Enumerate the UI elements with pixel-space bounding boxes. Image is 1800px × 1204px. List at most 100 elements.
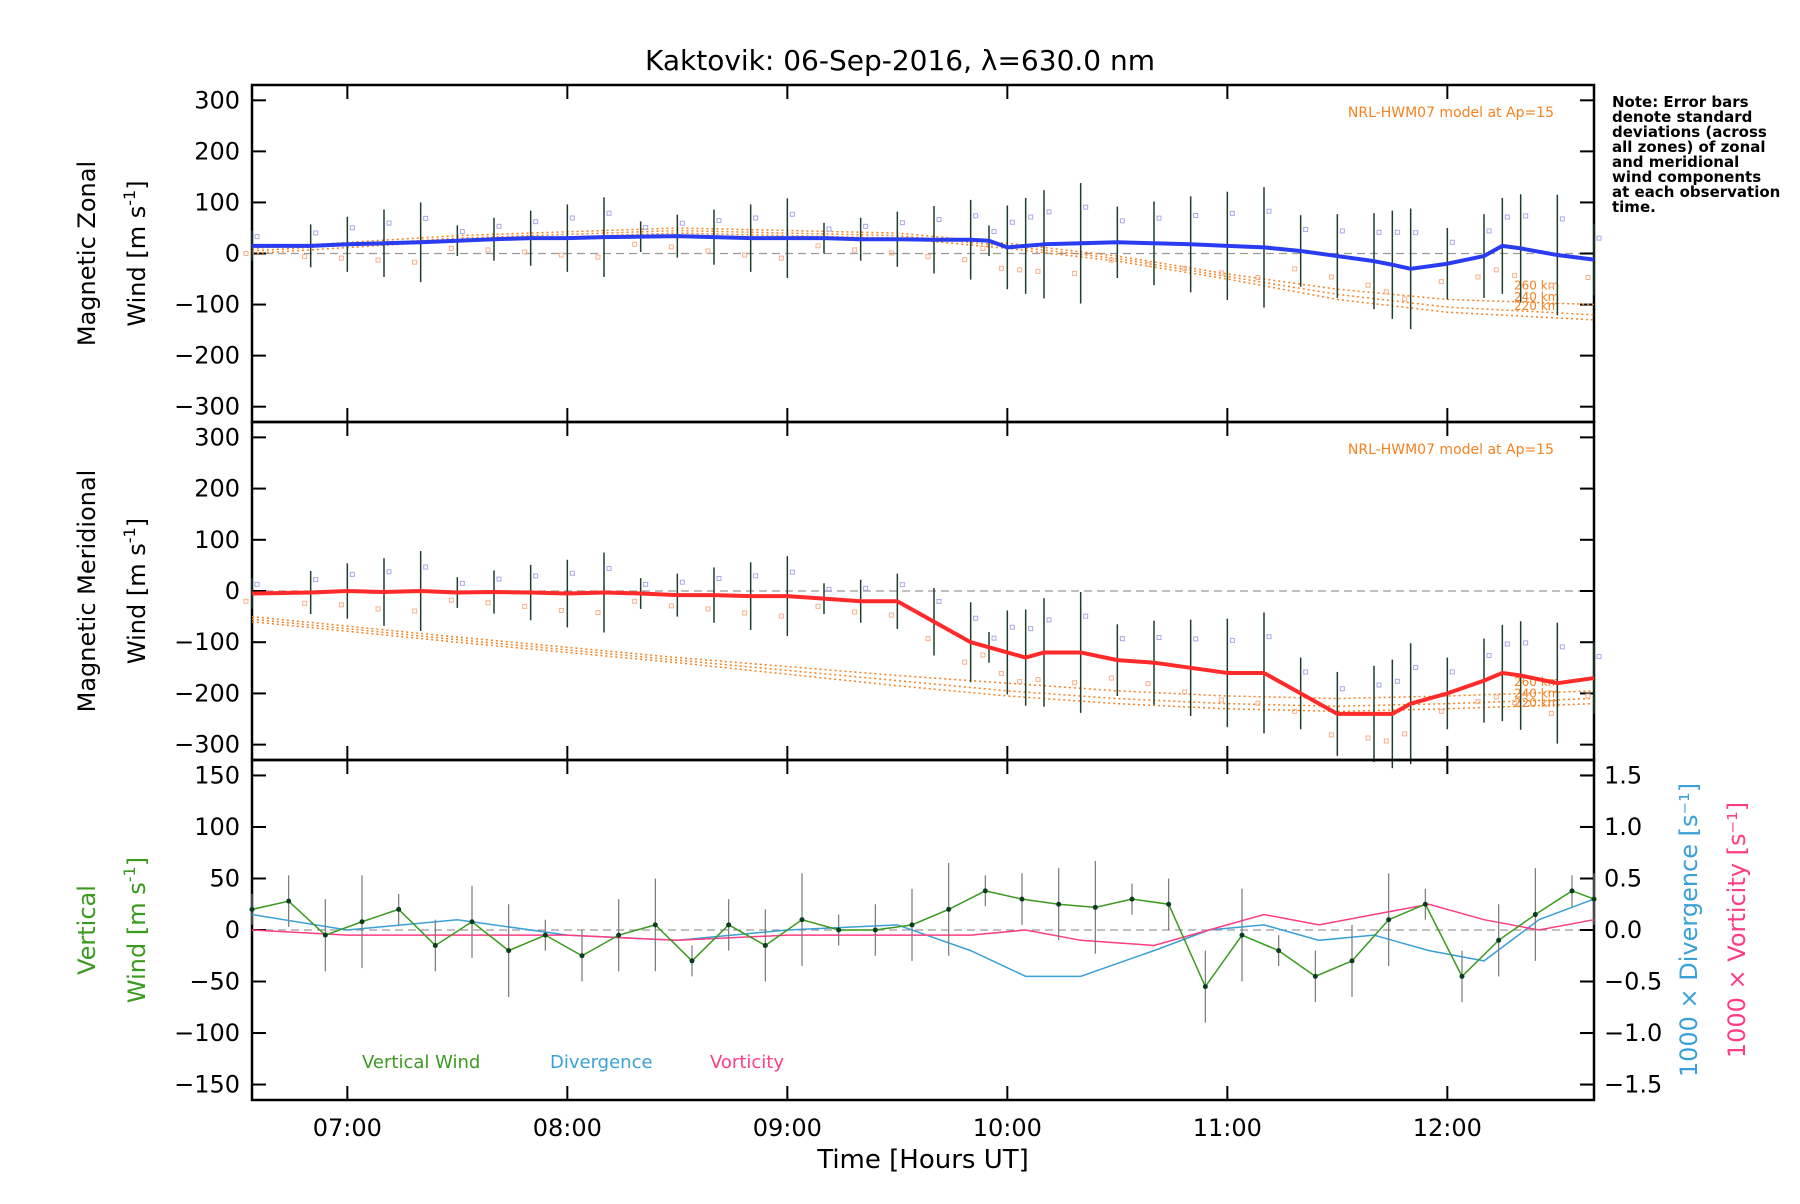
zone-sample <box>1383 289 1389 295</box>
zone-sample <box>1475 274 1481 280</box>
y-axis-label-sup: -1 <box>120 527 139 543</box>
zone-sample <box>1193 213 1199 219</box>
zone-sample <box>1229 637 1235 643</box>
zone-sample <box>1072 680 1078 686</box>
zone-sample <box>863 585 869 591</box>
zone-sample <box>313 577 319 583</box>
zone-sample <box>349 225 355 231</box>
y-tick-label: 100 <box>194 813 240 841</box>
zone-sample <box>1339 686 1345 692</box>
zone-sample <box>888 612 894 618</box>
zone-sample <box>980 652 986 658</box>
y-tick-label: 200 <box>194 137 240 165</box>
zone-sample <box>533 573 539 579</box>
series-line-vorticity <box>251 903 1595 947</box>
zone-sample <box>1339 228 1345 234</box>
y-axis-label-line2: Wind [m s-1] <box>120 857 151 1003</box>
zone-sample <box>1475 699 1481 705</box>
zone-sample <box>558 607 564 613</box>
vertical-wind-point <box>579 953 585 959</box>
y-axis-label-close: ] <box>123 857 151 866</box>
y-tick-label: 0 <box>225 916 240 944</box>
zone-sample <box>1559 644 1565 650</box>
y-tick-label: −300 <box>174 731 240 759</box>
y2-tick-label: 0.5 <box>1604 864 1642 892</box>
y-tick-label: −300 <box>174 393 240 421</box>
zone-sample <box>716 218 722 224</box>
zone-sample <box>826 226 832 232</box>
zone-sample <box>386 220 392 226</box>
zone-sample <box>254 581 260 587</box>
zone-sample <box>888 250 894 256</box>
zone-sample <box>899 220 905 226</box>
vertical-wind-point <box>1312 973 1318 979</box>
vertical-wind-point <box>1092 904 1098 910</box>
model-line-240km <box>251 618 1595 707</box>
zone-sample <box>1504 214 1510 220</box>
zone-sample <box>254 234 260 240</box>
zone-sample <box>423 215 429 221</box>
zone-sample <box>1072 270 1078 276</box>
y-tick-label: 150 <box>194 761 240 789</box>
zone-sample <box>1449 669 1455 675</box>
zone-sample <box>1145 261 1151 267</box>
zone-sample <box>1328 732 1334 738</box>
zone-sample <box>1083 613 1089 619</box>
y2-tick-label: −1.5 <box>1604 1071 1662 1099</box>
model-alt-label: 220 km <box>1514 696 1559 710</box>
zone-sample <box>1292 708 1298 714</box>
zone-sample <box>459 229 465 235</box>
zone-sample <box>936 216 942 222</box>
vertical-wind-point <box>762 942 768 948</box>
legend-item-divergence: Divergence <box>550 1052 653 1073</box>
y2-tick-label: −0.5 <box>1604 968 1662 996</box>
zone-sample <box>1548 710 1554 716</box>
zone-sample <box>1119 636 1125 642</box>
zone-sample <box>789 569 795 575</box>
zone-sample <box>1376 229 1382 235</box>
chart-title: Kaktovik: 06-Sep-2016, λ=630.0 nm <box>645 44 1155 77</box>
vertical-wind-point <box>982 888 988 894</box>
zone-sample <box>815 243 821 249</box>
vertical-wind-point <box>946 906 952 912</box>
zone-sample <box>1493 694 1499 700</box>
y-tick-label: −150 <box>174 1071 240 1099</box>
zone-sample <box>1402 296 1408 302</box>
y2-tick-label: −1.0 <box>1604 1019 1662 1047</box>
zone-sample <box>925 254 931 260</box>
zone-sample <box>742 252 748 258</box>
zone-sample <box>1017 267 1023 273</box>
zone-sample <box>668 244 674 250</box>
zone-sample <box>1046 209 1052 215</box>
y2-axis-label-divergence: 1000 × Divergence [s⁻¹] <box>1675 783 1703 1077</box>
zone-sample <box>1303 227 1309 233</box>
zone-sample <box>1108 675 1114 681</box>
zone-sample <box>1365 282 1371 288</box>
vertical-wind-point <box>1591 896 1597 902</box>
zone-sample <box>1585 693 1591 699</box>
zone-sample <box>1046 617 1052 623</box>
model-alt-label: 240 km <box>1514 290 1559 304</box>
zone-sample <box>1365 735 1371 741</box>
zone-sample <box>1493 267 1499 273</box>
zone-sample <box>1449 239 1455 245</box>
zone-sample <box>1523 640 1529 646</box>
zone-sample <box>338 255 344 261</box>
vertical-wind-point <box>909 922 915 928</box>
zone-sample <box>1402 731 1408 737</box>
vertical-wind-point <box>322 932 328 938</box>
zone-sample <box>423 564 429 570</box>
zone-sample <box>852 609 858 615</box>
vertical-wind-point <box>506 948 512 954</box>
zone-sample <box>459 580 465 586</box>
zone-sample <box>1083 204 1089 210</box>
vertical-wind-point <box>1239 932 1245 938</box>
y-axis-label-line2: Wind [m s-1] <box>120 518 151 664</box>
vertical-wind-point <box>1019 896 1025 902</box>
series-line-meridional <box>251 589 1595 716</box>
panel-meridional: 300 200 100 0 −100 −200 −300 Magnetic Meridiona… <box>73 420 1602 769</box>
zone-sample <box>1119 218 1125 224</box>
zone-sample <box>1486 228 1492 234</box>
zone-sample <box>1292 266 1298 272</box>
